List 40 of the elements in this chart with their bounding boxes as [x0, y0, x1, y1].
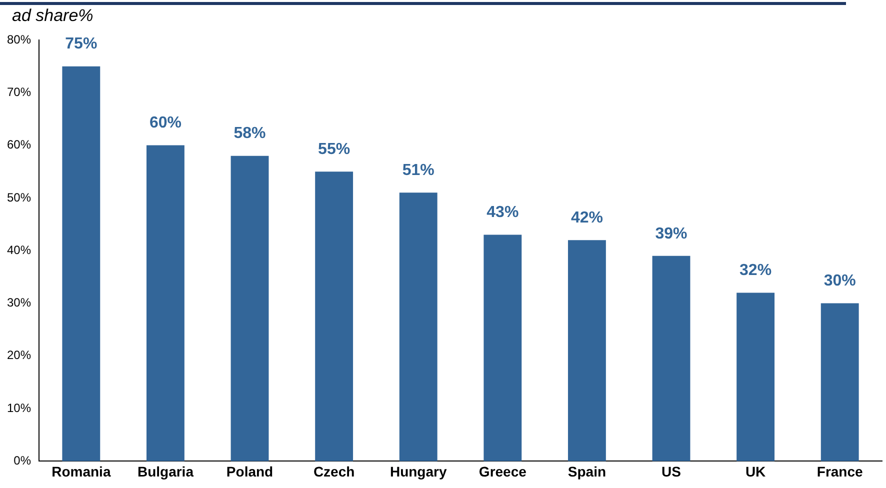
bar	[484, 234, 522, 462]
x-tick-label: Spain	[568, 463, 606, 480]
x-tick-label: Greece	[478, 463, 527, 480]
data-label: 58%	[234, 125, 266, 142]
data-label: 60%	[149, 114, 182, 132]
data-label: 39%	[655, 225, 688, 242]
chart-title: ad share%	[12, 6, 94, 26]
y-tick-label: 0%	[14, 454, 32, 468]
y-tick-label: 80%	[6, 32, 32, 46]
y-tick-label: 10%	[6, 400, 32, 415]
x-tick-label: Romania	[52, 463, 111, 480]
x-tick-label: Poland	[226, 463, 274, 480]
y-tick-label: 60%	[6, 138, 32, 152]
y-tick-label: 40%	[6, 242, 32, 257]
bar	[315, 172, 354, 462]
bar	[568, 240, 606, 462]
bar	[230, 156, 269, 462]
x-tick-label: UK	[745, 463, 766, 480]
data-label: 43%	[486, 204, 519, 222]
bar	[820, 303, 859, 462]
y-tick-label: 50%	[6, 190, 32, 204]
x-tick-label: Hungary	[390, 463, 447, 480]
data-label: 42%	[570, 209, 603, 226]
bar	[652, 256, 690, 462]
y-tick-label: 70%	[6, 84, 32, 99]
bar	[736, 292, 775, 462]
x-tick-label: Czech	[313, 463, 355, 480]
data-label: 75%	[65, 36, 98, 53]
x-tick-label: Bulgaria	[137, 463, 194, 480]
bar	[62, 66, 100, 462]
y-tick-label: 30%	[6, 296, 32, 310]
x-tick-label: France	[816, 463, 864, 480]
x-tick-label: US	[662, 463, 681, 480]
data-label: 32%	[740, 262, 772, 280]
y-tick-label: 20%	[6, 348, 32, 362]
bar	[399, 192, 438, 462]
data-label: 51%	[402, 162, 434, 180]
data-label: 30%	[824, 272, 856, 290]
bar	[146, 145, 184, 462]
data-label: 55%	[318, 141, 350, 158]
